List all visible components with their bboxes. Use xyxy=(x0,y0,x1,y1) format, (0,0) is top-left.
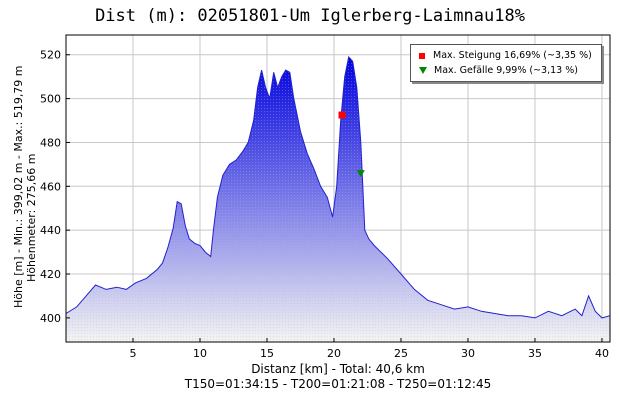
y-tick-label: 480 xyxy=(40,136,61,149)
y-tick-label: 460 xyxy=(40,180,61,193)
x-tick-label: 10 xyxy=(193,347,207,360)
y-tick-label: 520 xyxy=(40,49,61,62)
x-tick-label: 5 xyxy=(129,347,136,360)
x-tick-label: 20 xyxy=(327,347,341,360)
legend-climb-label: Max. Steigung 16,69% (~3,35 %) xyxy=(433,50,592,61)
plot-frame xyxy=(65,34,611,343)
y-tick-label: 500 xyxy=(40,93,61,106)
x-axis-label: Distanz [km] - Total: 40,6 km xyxy=(251,362,425,376)
chart-title: Dist (m): 02051801-Um Iglerberg-Laimnau1… xyxy=(95,6,525,26)
extreme-markers xyxy=(338,111,365,178)
red-square-icon xyxy=(419,52,425,59)
legend-descent-label: Max. Gefälle 9,99% (~3,13 %) xyxy=(434,65,578,76)
y-tick-label: 420 xyxy=(40,268,61,281)
max-descent-marker xyxy=(356,170,365,178)
x-tick-label: 35 xyxy=(528,347,542,360)
legend-item-climb: Max. Steigung 16,69% (~3,35 %) xyxy=(419,50,592,61)
axis-ticks: 400 420 440 460 480 500 520 5 10 15 20 25 30 35 40 xyxy=(40,49,609,360)
max-climb-marker xyxy=(338,111,346,119)
legend-item-descent: Max. Gefälle 9,99% (~3,13 %) xyxy=(419,65,578,76)
y-axis-label: Höhe [m] - Min.: 399,02 m - Max.: 519,79… xyxy=(12,65,25,308)
x-tick-label: 30 xyxy=(461,347,475,360)
times-label: T150=01:34:15 - T200=01:21:08 - T250=01:… xyxy=(184,377,492,391)
y-tick-label: 400 xyxy=(40,312,61,325)
legend: Max. Steigung 16,69% (~3,35 %) Max. Gefä… xyxy=(410,44,602,82)
green-triangle-icon xyxy=(419,67,427,74)
area-texture xyxy=(66,56,610,343)
y-axis-sublabel: Höhenmeter: 275,66 m xyxy=(25,153,38,282)
x-tick-label: 15 xyxy=(260,347,274,360)
y-axis-label-group: Höhe [m] - Min.: 399,02 m - Max.: 519,79… xyxy=(2,40,42,340)
elevation-line xyxy=(65,55,611,319)
x-tick-label: 40 xyxy=(595,347,609,360)
y-tick-label: 440 xyxy=(40,224,61,237)
x-tick-label: 25 xyxy=(394,347,408,360)
